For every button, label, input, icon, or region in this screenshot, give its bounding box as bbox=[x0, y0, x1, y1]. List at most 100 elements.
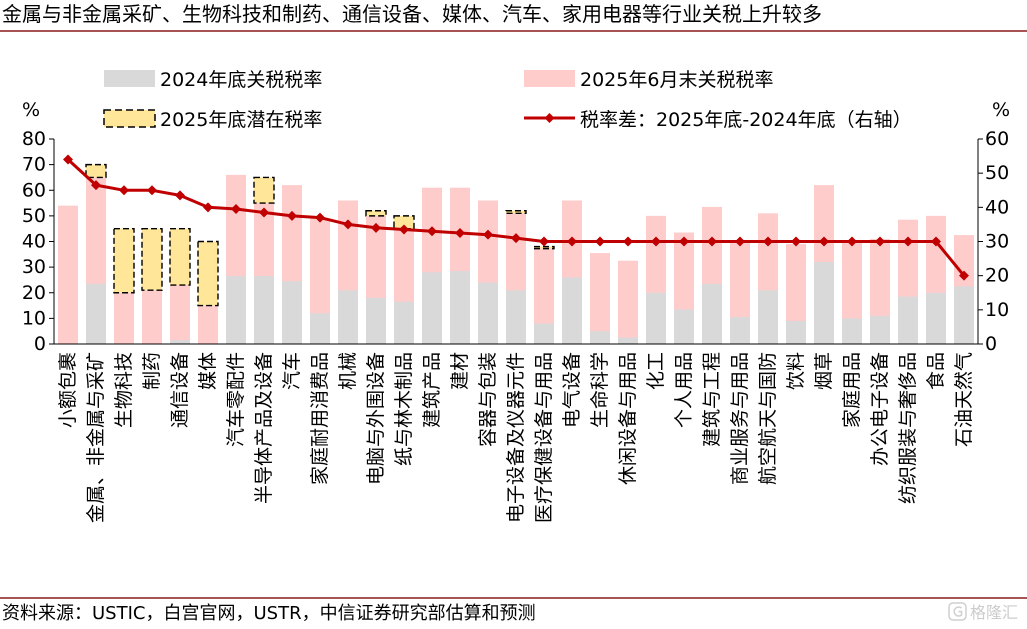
x-category-label: 航空航天与国防 bbox=[757, 352, 779, 485]
left-axis-tick-label: 40 bbox=[22, 231, 46, 253]
bar-2025-jun-rate bbox=[58, 205, 78, 344]
x-category-label: 休闲设备与用品 bbox=[617, 352, 639, 485]
right-axis-tick-label: 10 bbox=[985, 299, 1009, 321]
box-2025-end-potential bbox=[141, 227, 163, 291]
x-category-label: 食品 bbox=[925, 352, 947, 390]
point-rate-diff bbox=[539, 236, 549, 247]
x-category-label: 通信设备 bbox=[169, 352, 191, 428]
right-axis-tick-label: 50 bbox=[985, 162, 1009, 184]
point-rate-diff bbox=[931, 236, 941, 247]
left-axis-tick-label: 80 bbox=[22, 128, 46, 150]
point-rate-diff bbox=[91, 180, 101, 191]
left-axis-tick-label: 70 bbox=[22, 154, 46, 176]
left-axis-unit: % bbox=[22, 99, 40, 121]
x-category-label: 生命科学 bbox=[589, 352, 611, 428]
right-axis-tick-label: 0 bbox=[985, 333, 997, 355]
watermark-logo-icon bbox=[948, 602, 967, 621]
chart-title: 金属与非金属采矿、生物科技和制药、通信设备、媒体、汽车、家用电器等行业关税上升较… bbox=[2, 2, 822, 26]
bar-2024-rate bbox=[282, 281, 302, 344]
source-note: 资料来源：USTIC，白宫官网，USTR，中信证券研究部估算和预测 bbox=[2, 603, 536, 624]
box-2025-end-potential bbox=[197, 240, 219, 307]
point-rate-diff bbox=[259, 207, 269, 218]
bar-2024-rate bbox=[450, 270, 470, 344]
x-category-label: 容器与包装 bbox=[477, 352, 499, 447]
x-category-label: 电气设备 bbox=[561, 352, 583, 428]
point-rate-diff bbox=[483, 229, 493, 240]
x-category-label: 金属、非金属与采矿 bbox=[85, 352, 107, 523]
point-rate-diff bbox=[63, 154, 73, 165]
point-rate-diff bbox=[231, 204, 241, 215]
x-category-label: 家庭用品 bbox=[841, 352, 863, 428]
bar-2024-rate bbox=[954, 286, 974, 344]
legend-item-2025-jun-rate: 2025年6月末关税税率 bbox=[524, 69, 773, 91]
left-axis-tick-label: 20 bbox=[22, 282, 46, 304]
bar-2024-rate bbox=[394, 301, 414, 344]
point-rate-diff bbox=[875, 236, 885, 247]
left-axis-tick-label: 50 bbox=[22, 205, 46, 227]
point-rate-diff bbox=[343, 219, 353, 230]
box-2025-end-potential bbox=[253, 176, 275, 204]
legend-item-2024-rate: 2024年底关税税率 bbox=[104, 69, 322, 91]
point-rate-diff bbox=[623, 236, 633, 247]
bar-2025-jun-rate bbox=[590, 253, 610, 344]
x-category-label: 纸与林木制品 bbox=[393, 352, 415, 466]
bar-2024-rate bbox=[310, 313, 330, 344]
box-2025-end-potential bbox=[365, 210, 387, 217]
right-axis-tick-label: 30 bbox=[985, 231, 1009, 253]
legend-swatch-2025-end-potential bbox=[103, 109, 156, 128]
box-2025-end-potential bbox=[505, 210, 527, 215]
x-category-label: 家庭耐用消费品 bbox=[309, 352, 331, 485]
legend-label-rate-diff: 税率差：2025年底-2024年底（右轴） bbox=[580, 109, 912, 131]
bar-2024-rate bbox=[842, 318, 862, 344]
bar-2024-rate bbox=[702, 283, 722, 344]
right-axis-unit: % bbox=[992, 99, 1010, 121]
point-rate-diff bbox=[511, 233, 521, 244]
watermark-text: 格隆汇 bbox=[970, 603, 1018, 622]
legend-item-rate-diff: 税率差：2025年底-2024年底（右轴） bbox=[524, 109, 912, 131]
point-rate-diff bbox=[735, 236, 745, 247]
bar-2024-rate bbox=[926, 292, 946, 344]
point-rate-diff bbox=[203, 202, 213, 213]
left-axis-tick-label: 0 bbox=[34, 333, 46, 355]
point-rate-diff bbox=[651, 236, 661, 247]
bar-2024-rate bbox=[338, 290, 358, 344]
x-category-label: 小额包裹 bbox=[57, 352, 79, 428]
x-category-label: 电子设备及仪器元件 bbox=[505, 352, 527, 523]
x-category-label: 石油天然气 bbox=[953, 352, 975, 447]
point-rate-diff bbox=[707, 236, 717, 247]
box-2025-end-potential bbox=[533, 245, 555, 250]
x-category-label: 建材 bbox=[449, 352, 471, 390]
box-2025-end-potential bbox=[169, 227, 191, 286]
x-category-label: 建筑产品 bbox=[421, 352, 443, 428]
bar-2024-rate bbox=[786, 320, 806, 344]
legend-label-2025-jun-rate: 2025年6月末关税税率 bbox=[580, 69, 773, 91]
point-rate-diff bbox=[679, 236, 689, 247]
point-rate-diff bbox=[427, 226, 437, 237]
point-rate-diff bbox=[399, 224, 409, 235]
box-2025-end-potential bbox=[85, 163, 107, 179]
left-axis-tick-label: 10 bbox=[22, 307, 46, 329]
legend-item-2025-end-potential: 2025年底潜在税率 bbox=[103, 109, 322, 131]
x-category-label: 汽车零配件 bbox=[225, 352, 247, 447]
legend-marker-rate-diff bbox=[544, 113, 555, 123]
box-2025-end-potential bbox=[113, 227, 135, 294]
point-rate-diff bbox=[595, 236, 605, 247]
bar-2024-rate bbox=[170, 340, 190, 344]
bar-2024-rate bbox=[590, 331, 610, 344]
point-rate-diff bbox=[959, 270, 969, 281]
point-rate-diff bbox=[147, 185, 157, 196]
x-category-label: 化工 bbox=[645, 352, 667, 390]
right-axis-tick-label: 60 bbox=[985, 128, 1009, 150]
bar-2024-rate bbox=[898, 296, 918, 344]
bar-2025-jun-rate bbox=[786, 244, 806, 344]
legend-label-2024-rate: 2024年底关税税率 bbox=[160, 69, 322, 91]
box-2025-end-potential bbox=[393, 215, 415, 230]
bar-2024-rate bbox=[226, 276, 246, 344]
point-rate-diff bbox=[847, 236, 857, 247]
point-rate-diff bbox=[819, 236, 829, 247]
right-axis-tick-label: 40 bbox=[985, 196, 1009, 218]
bar-2024-rate bbox=[366, 297, 386, 344]
bar-2025-jun-rate bbox=[170, 285, 190, 344]
point-rate-diff bbox=[567, 236, 577, 247]
